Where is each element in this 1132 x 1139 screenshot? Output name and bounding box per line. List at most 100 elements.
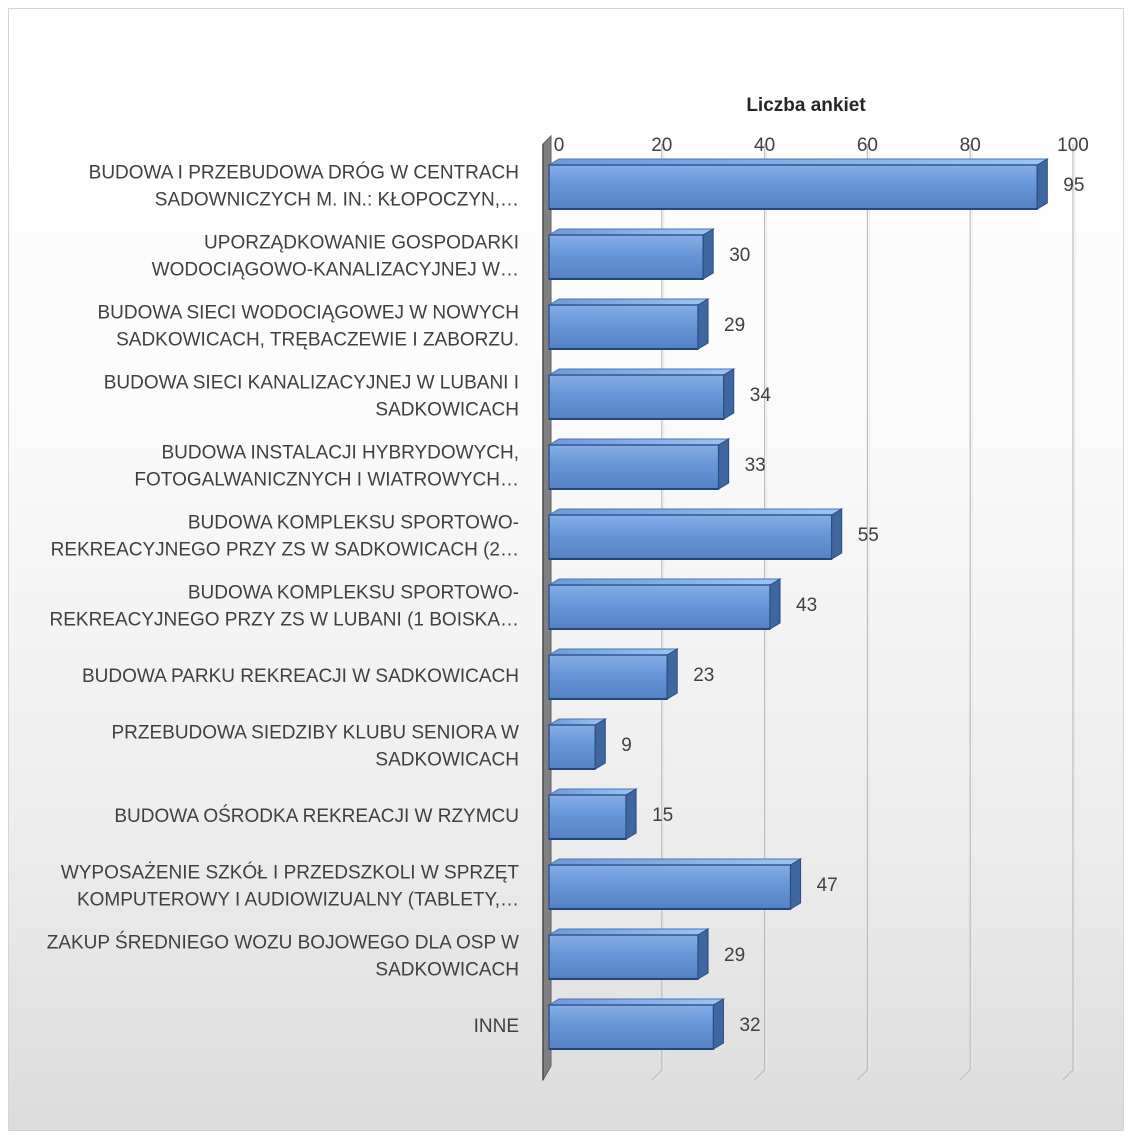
data-label: 33 — [745, 455, 766, 476]
bar-top-face — [547, 298, 710, 306]
category-label-line: SADKOWICACH — [375, 960, 519, 981]
bar-front-face — [548, 864, 792, 910]
axis-layer: 0 20 40 60 80 100 — [542, 134, 1089, 1082]
data-label: 23 — [693, 665, 714, 686]
bar-front-face — [548, 654, 668, 700]
bar-front-face — [548, 514, 833, 560]
bar-front-face — [548, 794, 627, 840]
category-label: UPORZĄDKOWANIE GOSPODARKI WODOCIĄGOWO-KAN… — [152, 233, 519, 281]
bar-top-face — [547, 438, 731, 446]
bar-top-face — [547, 858, 803, 866]
tick-label: 0 — [554, 135, 565, 156]
data-label: 29 — [724, 945, 745, 966]
bar-top-face — [547, 368, 736, 376]
category-label: ZAKUP ŚREDNIEGO WOZU BOJOWEGO DLA OSP W S… — [47, 932, 519, 981]
category-label-line: FOTOGALWANICZNYCH I WIATROWYCH… — [134, 470, 519, 491]
bar-top-face — [547, 788, 638, 796]
gridline-foot — [856, 1069, 868, 1081]
bar-end-face — [769, 578, 781, 630]
data-label: 9 — [621, 735, 632, 756]
gridline-foot — [651, 1069, 663, 1081]
bar-top-face — [547, 228, 716, 236]
bar — [547, 858, 803, 910]
bar-top-face — [547, 578, 782, 586]
category-label-line: UPORZĄDKOWANIE GOSPODARKI — [204, 233, 519, 254]
category-label: BUDOWA SIECI KANALIZACYJNEJ W LUBANI I SA… — [104, 373, 519, 421]
bar — [547, 158, 1050, 210]
category-label-line: ZAKUP ŚREDNIEGO WOZU BOJOWEGO DLA OSP W — [47, 932, 519, 954]
category-label-line: BUDOWA KOMPLEKSU SPORTOWO- — [188, 513, 519, 534]
bar-end-face — [625, 788, 637, 840]
bar — [547, 578, 782, 630]
bar-front-face — [548, 164, 1039, 210]
bar-end-face — [723, 368, 735, 420]
bar-top-face — [547, 928, 710, 936]
bar-end-face — [1036, 158, 1048, 210]
category-label-line: BUDOWA KOMPLEKSU SPORTOWO- — [188, 583, 519, 604]
grid-layer — [651, 144, 1076, 1081]
tick-label: 60 — [857, 135, 878, 156]
category-label-line: BUDOWA I PRZEBUDOWA DRÓG W CENTRACH — [89, 162, 519, 184]
category-label-line: SADKOWICACH — [375, 400, 519, 421]
data-label: 15 — [652, 805, 673, 826]
category-label: BUDOWA I PRZEBUDOWA DRÓG W CENTRACH SADOW… — [89, 162, 519, 211]
bar-end-face — [702, 228, 714, 280]
category-label-line: KOMPUTEROWY I AUDIOWIZUALNY (TABLETY,… — [77, 890, 519, 911]
category-label: BUDOWA KOMPLEKSU SPORTOWO- REKREACYJNEGO … — [51, 513, 519, 561]
bar — [547, 228, 716, 280]
category-label-line: REKREACYJNEGO PRZY ZS W LUBANI (1 BOISKA… — [50, 610, 519, 631]
tick-label: 20 — [651, 135, 672, 156]
bar-end-face — [712, 998, 724, 1050]
bar — [547, 998, 726, 1050]
category-label-line: PRZEBUDOWA SIEDZIBY KLUBU SENIORA W — [111, 723, 519, 744]
bar-end-face — [790, 858, 802, 910]
category-label-line: BUDOWA INSTALACJI HYBRYDOWYCH, — [161, 443, 519, 464]
bar-end-face — [718, 438, 730, 490]
data-label: 47 — [817, 875, 838, 896]
axis-title: Liczba ankiet — [746, 95, 866, 116]
bar — [547, 438, 731, 490]
bar — [547, 928, 710, 980]
bars-layer — [547, 158, 1050, 1050]
bar-front-face — [548, 444, 720, 490]
bar-front-face — [548, 934, 699, 980]
bar-front-face — [548, 304, 699, 350]
category-label-line: WODOCIĄGOWO-KANALIZACYJNEJ W… — [152, 260, 519, 281]
tick-label: 80 — [960, 135, 981, 156]
category-label-line: BUDOWA SIECI KANALIZACYJNEJ W LUBANI I — [104, 373, 519, 394]
bar — [547, 368, 736, 420]
bar-front-face — [548, 724, 597, 770]
category-label-line: INNE — [474, 1016, 519, 1037]
bar — [547, 648, 680, 700]
bar-top-face — [547, 998, 726, 1006]
category-label-line: BUDOWA SIECI WODOCIĄGOWEJ W NOWYCH — [97, 303, 519, 324]
bar-front-face — [548, 374, 725, 420]
bar-top-face — [547, 158, 1050, 166]
data-label: 34 — [750, 385, 772, 406]
data-label: 32 — [739, 1015, 760, 1036]
tick-label: 40 — [754, 135, 775, 156]
data-label: 29 — [724, 315, 745, 336]
category-label: WYPOSAŻENIE SZKÓŁ I PRZEDSZKOLI W SPRZĘT… — [61, 862, 520, 911]
bar-front-face — [548, 584, 771, 630]
bar — [547, 508, 844, 560]
bar-top-face — [547, 648, 680, 656]
bar-front-face — [548, 1004, 715, 1050]
gridline-foot — [959, 1069, 971, 1081]
tick-label: 100 — [1057, 135, 1089, 156]
category-label-line: SADKOWICACH — [375, 750, 519, 771]
bar — [547, 718, 608, 770]
category-label-line: REKREACYJNEGO PRZY ZS W SADKOWICACH (2… — [51, 540, 519, 561]
data-label: 55 — [858, 525, 879, 546]
category-label: BUDOWA INSTALACJI HYBRYDOWYCH, FOTOGALWAN… — [134, 443, 519, 491]
bar-front-face — [548, 234, 704, 280]
gridline-foot — [754, 1069, 766, 1081]
category-label: BUDOWA SIECI WODOCIĄGOWEJ W NOWYCH SADKOW… — [97, 303, 519, 351]
bar — [547, 788, 638, 840]
gridline-foot — [1062, 1069, 1074, 1081]
data-label: 30 — [729, 245, 750, 266]
bar-end-face — [666, 648, 678, 700]
bar — [547, 298, 710, 350]
data-label: 95 — [1063, 175, 1084, 196]
